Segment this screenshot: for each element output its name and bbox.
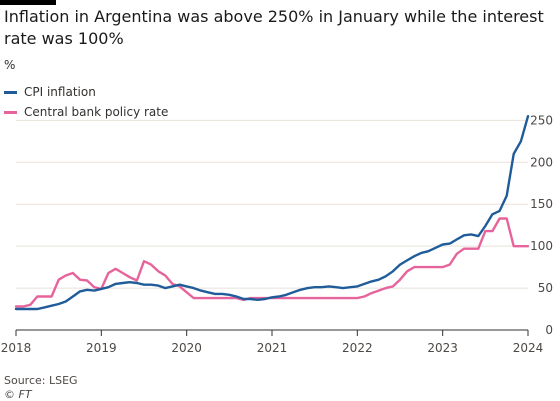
- legend-swatch-rate: [4, 110, 17, 114]
- x-tick-label-2020: 2020: [171, 341, 202, 355]
- y-tick-label-50: 50: [538, 281, 553, 295]
- legend-swatch-cpi: [4, 90, 17, 94]
- x-tick-label-2018: 2018: [1, 341, 32, 355]
- x-tick-label-2019: 2019: [86, 341, 117, 355]
- legend: CPI inflation Central bank policy rate: [4, 82, 168, 122]
- y-tick-label-150: 150: [530, 197, 553, 211]
- series-line-policy-rate: [14, 217, 530, 308]
- y-tick-label-200: 200: [530, 155, 553, 169]
- y-axis-unit-label: %: [4, 58, 16, 72]
- legend-item-rate: Central bank policy rate: [4, 102, 168, 122]
- x-tick-label-2024: 2024: [513, 341, 544, 355]
- legend-label-cpi: CPI inflation: [24, 85, 96, 99]
- x-tick-label-2022: 2022: [342, 341, 373, 355]
- y-tick-label-0: 0: [545, 323, 553, 337]
- series-line-cpi-inflation: [14, 115, 530, 311]
- source-note: Source: LSEG: [4, 374, 78, 387]
- y-tick-label-100: 100: [530, 239, 553, 253]
- y-tick-label-250: 250: [530, 113, 553, 127]
- chart-title: Inflation in Argentina was above 250% in…: [4, 7, 544, 48]
- credit-note: © FT: [4, 388, 32, 401]
- x-tick-label-2023: 2023: [427, 341, 458, 355]
- title-accent-bar: [0, 0, 56, 5]
- legend-label-rate: Central bank policy rate: [24, 105, 169, 119]
- legend-item-cpi: CPI inflation: [4, 82, 168, 102]
- x-tick-label-2021: 2021: [257, 341, 288, 355]
